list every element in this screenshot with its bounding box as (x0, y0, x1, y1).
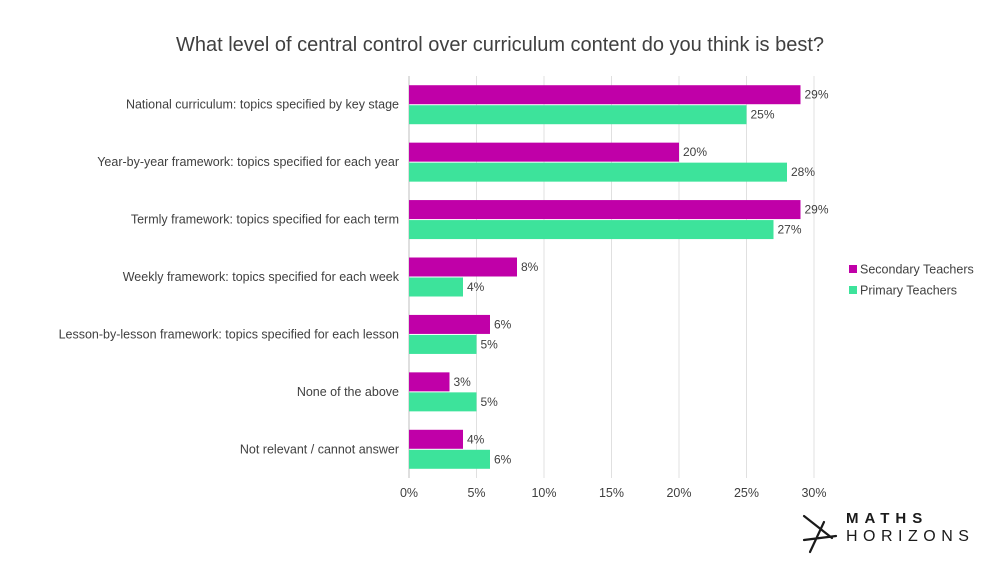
primary-bar (409, 277, 463, 297)
labels: 0% 5% 10% 15% 20% 25% 30% National curriculum: … (59, 88, 829, 500)
legend: Secondary Teachers Primary Teachers (849, 263, 974, 298)
secondary-bar (409, 372, 450, 392)
primary-bar (409, 449, 490, 469)
data-label: 29% (805, 203, 829, 217)
maths-horizons-logo: MATHS HORIZONS (800, 508, 990, 558)
secondary-bar (409, 200, 801, 220)
grid-lines (408, 76, 815, 478)
secondary-bar (409, 85, 801, 105)
data-label: 20% (683, 145, 707, 159)
x-tick-label: 25% (734, 486, 759, 500)
maths-horizons-x-icon (802, 514, 838, 554)
x-tick-label: 30% (801, 486, 826, 500)
data-label: 27% (778, 223, 802, 237)
data-label: 5% (481, 395, 499, 409)
secondary-bar (409, 429, 463, 449)
legend-entry: Primary Teachers (860, 284, 957, 298)
data-label: 8% (521, 260, 539, 274)
data-label: 5% (481, 337, 499, 351)
data-label: 6% (494, 317, 512, 331)
data-label: 28% (791, 165, 815, 179)
data-label: 25% (751, 108, 775, 122)
category-label: Termly framework: topics specified for e… (131, 213, 399, 227)
x-tick-label: 15% (599, 486, 624, 500)
logo-text-horizons: HORIZONS (846, 528, 975, 545)
data-label: 6% (494, 452, 512, 466)
primary-bar (409, 220, 774, 240)
category-label: Year-by-year framework: topics specified… (97, 155, 399, 169)
legend-swatch (849, 265, 857, 273)
category-label: Lesson-by-lesson framework: topics speci… (59, 327, 399, 341)
data-label: 4% (467, 432, 485, 446)
primary-bar (409, 162, 787, 182)
category-label: National curriculum: topics specified by… (126, 98, 399, 112)
category-label: None of the above (297, 385, 399, 399)
data-label: 4% (467, 280, 485, 294)
data-label: 3% (454, 375, 472, 389)
x-tick-label: 20% (666, 486, 691, 500)
x-tick-label: 5% (467, 486, 485, 500)
x-tick-label: 10% (531, 486, 556, 500)
secondary-bar (409, 314, 490, 334)
legend-entry: Secondary Teachers (860, 263, 974, 277)
chart-title: What level of central control over curri… (175, 34, 825, 56)
primary-bar (409, 334, 477, 354)
x-tick-label: 0% (400, 486, 418, 500)
primary-bar (409, 392, 477, 412)
category-label: Not relevant / cannot answer (240, 442, 399, 456)
legend-swatch (849, 286, 857, 294)
secondary-bar (409, 142, 679, 162)
primary-bar (409, 105, 747, 125)
data-label: 29% (805, 88, 829, 102)
logo-text-maths: MATHS (846, 510, 929, 527)
bars (409, 85, 801, 469)
category-label: Weekly framework: topics specified for e… (123, 270, 400, 284)
secondary-bar (409, 257, 517, 277)
